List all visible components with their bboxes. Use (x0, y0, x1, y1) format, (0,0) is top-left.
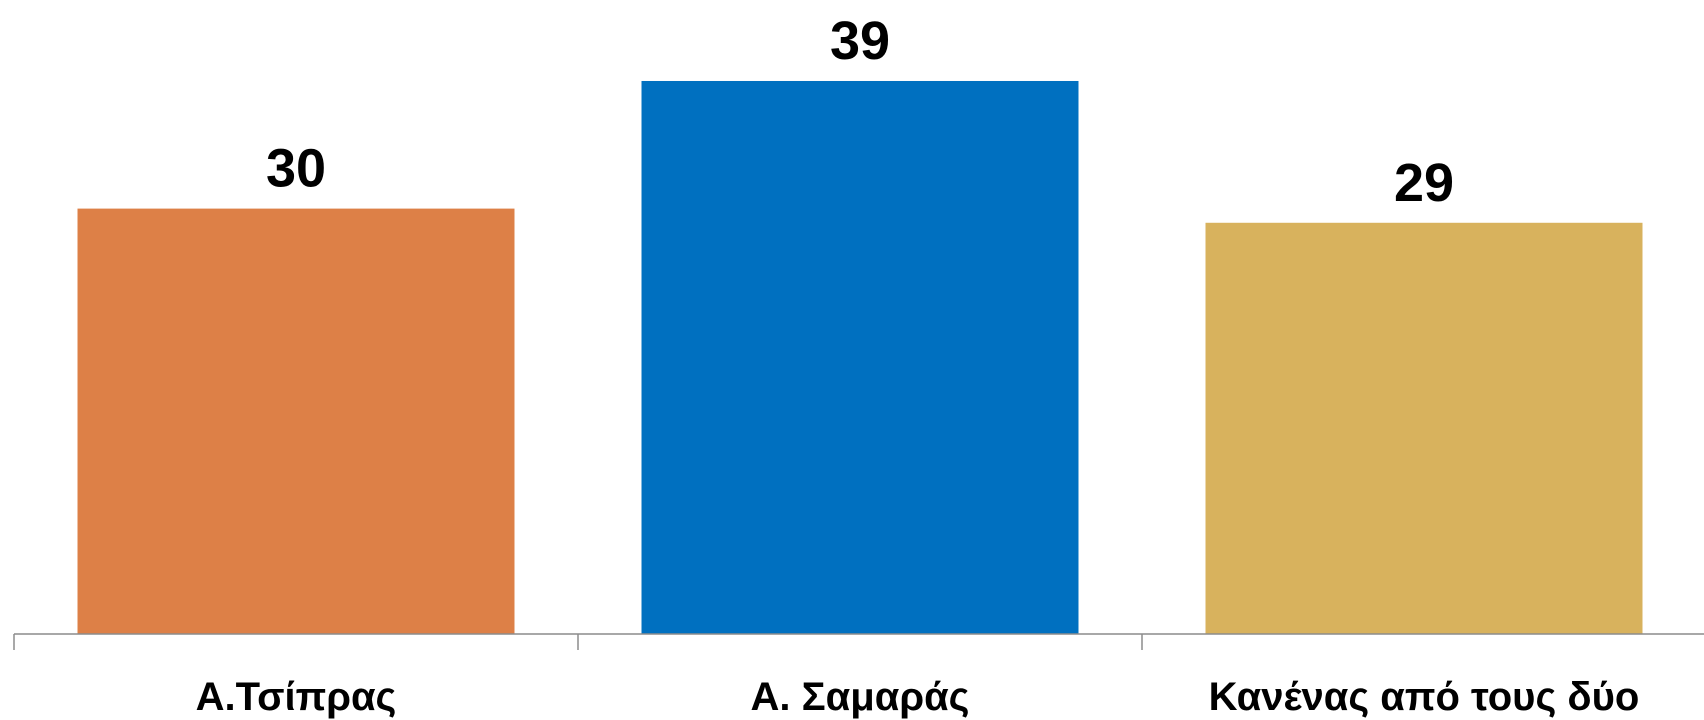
data-labels-layer: 30 39 29 (266, 11, 1454, 213)
bar-1 (77, 208, 515, 634)
category-label-1: Α.Τσίπρας (196, 675, 397, 719)
bar-3 (1205, 222, 1643, 634)
data-label-3: 29 (1394, 153, 1454, 213)
category-label-2: Α. Σαμαράς (751, 675, 970, 719)
bars-layer (77, 80, 1643, 635)
category-label-3: Κανένας από τους δύο (1209, 675, 1640, 719)
x-axis (13, 633, 1704, 650)
data-label-1: 30 (266, 139, 326, 199)
bar-2 (641, 80, 1079, 635)
data-label-2: 39 (830, 11, 890, 71)
category-labels-layer: Α.Τσίπρας Α. Σαμαράς Κανένας από τους δύο (196, 675, 1640, 719)
